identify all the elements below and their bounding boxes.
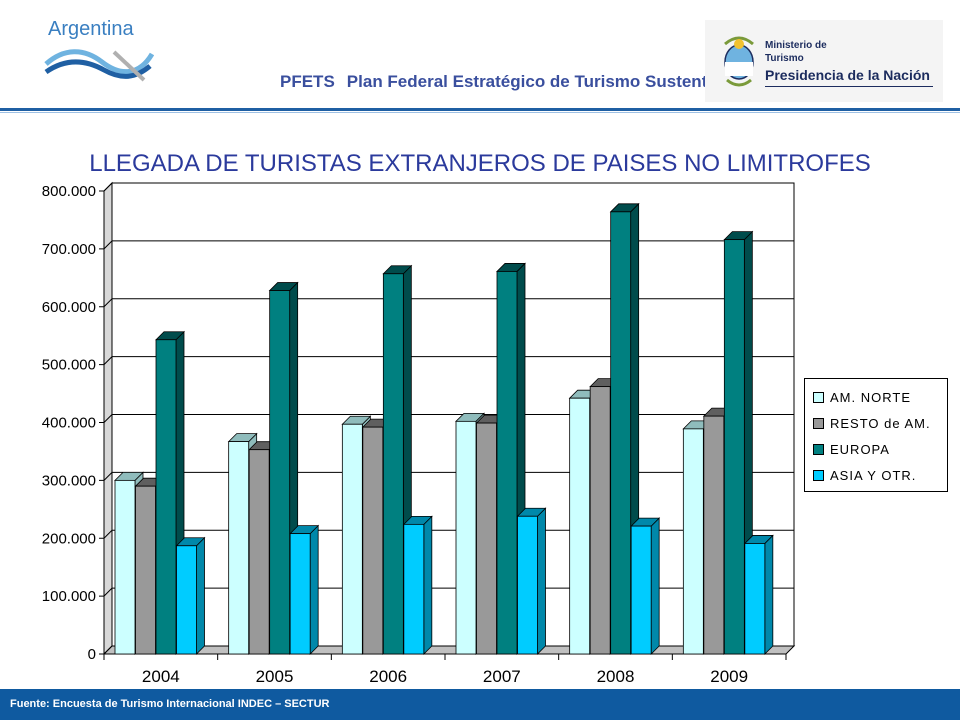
bar <box>610 211 632 655</box>
bar <box>155 339 177 655</box>
legend-label-am-norte: AM. NORTE <box>830 389 911 405</box>
y-tick-label: 500.000 <box>42 357 96 374</box>
gridline <box>103 182 794 192</box>
bar <box>744 543 766 655</box>
bar-side <box>423 515 433 655</box>
bar-side <box>537 507 546 655</box>
bar <box>455 420 477 655</box>
ministry-line-3: Presidencia de la Nación <box>765 67 930 83</box>
legend-label-resto-am: RESTO de AM. <box>830 415 931 431</box>
chart-title: LLEGADA DE TURISTAS EXTRANJEROS DE PAISE… <box>89 150 871 177</box>
bar <box>682 428 704 655</box>
y-tick-label: 800.000 <box>42 183 96 200</box>
header-divider-light <box>0 112 960 113</box>
bar-side <box>309 524 319 655</box>
x-tick-label: 2009 <box>710 667 748 686</box>
legend-label-europa: EUROPA <box>830 441 890 457</box>
gridline <box>103 414 794 423</box>
x-tick-label: 2008 <box>597 667 635 686</box>
national-crest-icon <box>724 36 754 87</box>
legend-item-am-norte: AM. NORTE <box>813 384 947 410</box>
legend-item-asia: ASIA Y OTR. <box>813 462 947 488</box>
bar <box>269 290 291 655</box>
y-tick-label: 100.000 <box>42 588 96 605</box>
plan-acronym: PFETS <box>280 72 335 91</box>
gridline <box>103 645 794 655</box>
bar <box>362 426 384 655</box>
gridline <box>103 240 794 250</box>
slide-header: Argentina PFETS Plan Federal Estratégico … <box>0 0 960 108</box>
chart-legend: AM. NORTE RESTO de AM. EUROPA ASIA Y OTR… <box>804 378 948 492</box>
bar <box>341 423 363 655</box>
bar <box>569 397 591 655</box>
gridline <box>103 298 794 308</box>
y-tick-label: 200.000 <box>42 530 96 547</box>
ministry-logo: Ministerio de Turismo Presidencia de la … <box>705 20 943 102</box>
plan-title: PFETS Plan Federal Estratégico de Turismo… <box>280 72 741 92</box>
bar <box>496 271 518 655</box>
source-note: Fuente: Encuesta de Turismo Internaciona… <box>10 698 330 710</box>
legend-swatch-asia <box>813 469 824 481</box>
bar <box>135 485 156 655</box>
bar <box>723 239 745 655</box>
legend-swatch-am-norte <box>813 391 824 403</box>
legend-item-europa: EUROPA <box>813 436 947 462</box>
bar <box>589 386 611 655</box>
bar-side <box>196 536 205 655</box>
gridline <box>103 356 794 365</box>
y-tick-label: 300.000 <box>42 472 96 489</box>
ministry-rule <box>765 86 933 87</box>
bar <box>403 523 425 655</box>
argentina-wave-logo-icon <box>44 49 154 82</box>
x-tick-label: 2007 <box>483 667 521 686</box>
y-tick-label: 0 <box>88 646 96 663</box>
header-divider <box>0 108 960 111</box>
bar-side <box>650 517 660 655</box>
legend-label-asia: ASIA Y OTR. <box>830 467 917 483</box>
legend-swatch-resto-am <box>813 417 824 429</box>
bar <box>476 422 497 655</box>
ministry-line-2: Turismo <box>765 53 804 64</box>
bar <box>228 441 250 655</box>
x-tick-label: 2004 <box>142 667 180 686</box>
x-tick-label: 2005 <box>256 667 294 686</box>
bar <box>630 525 652 655</box>
gridline <box>103 587 794 597</box>
plan-name: Plan Federal Estratégico de Turismo Sust… <box>346 72 742 91</box>
bar <box>176 545 197 655</box>
bar <box>289 533 311 655</box>
bar <box>382 273 404 655</box>
gridline <box>103 529 794 539</box>
bar <box>114 479 136 655</box>
brand-name: Argentina <box>48 18 134 40</box>
bar <box>703 415 725 655</box>
gridline <box>103 471 794 481</box>
x-tick-label: 2006 <box>369 667 407 686</box>
y-tick-label: 600.000 <box>42 299 96 316</box>
y-tick-label: 700.000 <box>42 241 96 258</box>
legend-swatch-europa <box>813 443 824 455</box>
bar <box>248 449 270 655</box>
legend-item-resto-am: RESTO de AM. <box>813 410 947 436</box>
bar-side <box>764 534 774 655</box>
y-tick-label: 400.000 <box>42 415 96 432</box>
bar <box>517 515 538 655</box>
ministry-line-1: Ministerio de <box>765 40 827 51</box>
slide-footer: Fuente: Encuesta de Turismo Internaciona… <box>0 689 960 720</box>
